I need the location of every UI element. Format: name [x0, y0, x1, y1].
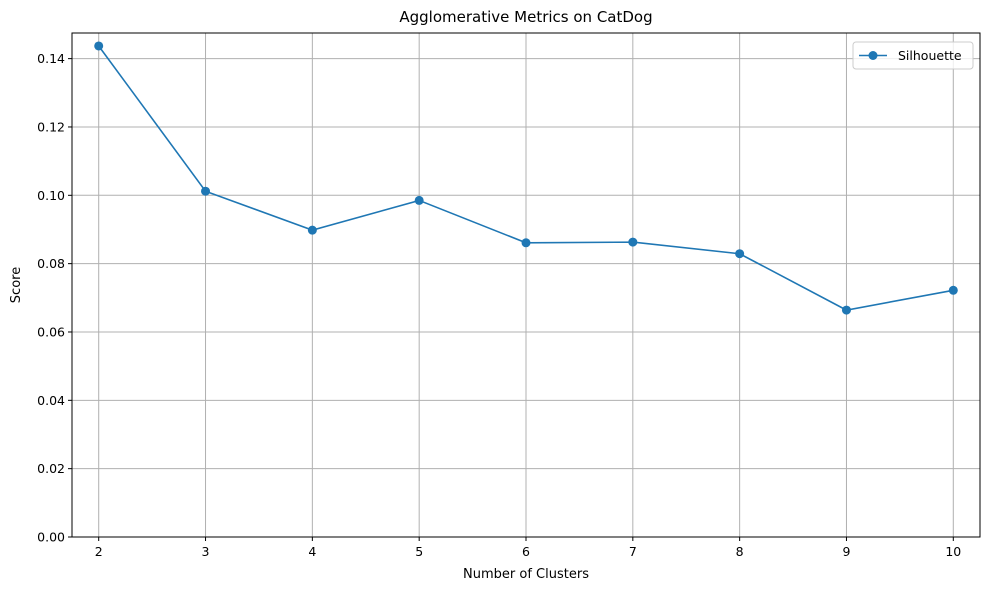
- x-axis-ticks: 2 3 4 5 6 7 8 9 10: [95, 537, 961, 559]
- data-point: [628, 237, 638, 247]
- x-tick-label: 2: [95, 544, 103, 559]
- series: [94, 41, 958, 315]
- legend: Silhouette: [852, 41, 974, 70]
- x-tick-label: 3: [202, 544, 210, 559]
- y-tick-label: 0.02: [37, 461, 65, 476]
- legend-label-silhouette: Silhouette: [898, 48, 962, 63]
- x-tick-label: 7: [629, 544, 637, 559]
- x-tick-label: 10: [945, 544, 961, 559]
- x-tick-label: 6: [522, 544, 530, 559]
- x-tick-label: 5: [415, 544, 423, 559]
- y-tick-label: 0.04: [37, 393, 65, 408]
- legend-marker-swatch: [868, 51, 878, 60]
- data-point: [841, 305, 851, 315]
- y-tick-label: 0.10: [37, 188, 65, 203]
- y-tick-label: 0.14: [37, 51, 65, 66]
- y-axis-label: Score: [9, 267, 24, 303]
- legend-box: [852, 41, 974, 70]
- data-point: [948, 285, 958, 295]
- grid: [72, 33, 980, 538]
- chart-title: Agglomerative Metrics on CatDog: [399, 8, 652, 26]
- data-point: [307, 225, 317, 235]
- y-axis-ticks: 0.00 0.02 0.04 0.06 0.08 0.10 0.12 0.14: [37, 51, 72, 545]
- x-axis-label: Number of Clusters: [463, 567, 589, 582]
- y-tick-label: 0.06: [37, 324, 65, 339]
- x-tick-label: 9: [842, 544, 850, 559]
- y-tick-label: 0.08: [37, 256, 65, 271]
- x-tick-label: 8: [736, 544, 744, 559]
- data-point: [94, 41, 104, 51]
- y-tick-label: 0.12: [37, 119, 65, 134]
- data-point: [414, 195, 424, 205]
- data-point: [201, 186, 211, 196]
- data-point: [735, 249, 745, 259]
- data-point: [521, 238, 531, 248]
- x-tick-label: 4: [308, 544, 316, 559]
- y-tick-label: 0.00: [37, 530, 65, 545]
